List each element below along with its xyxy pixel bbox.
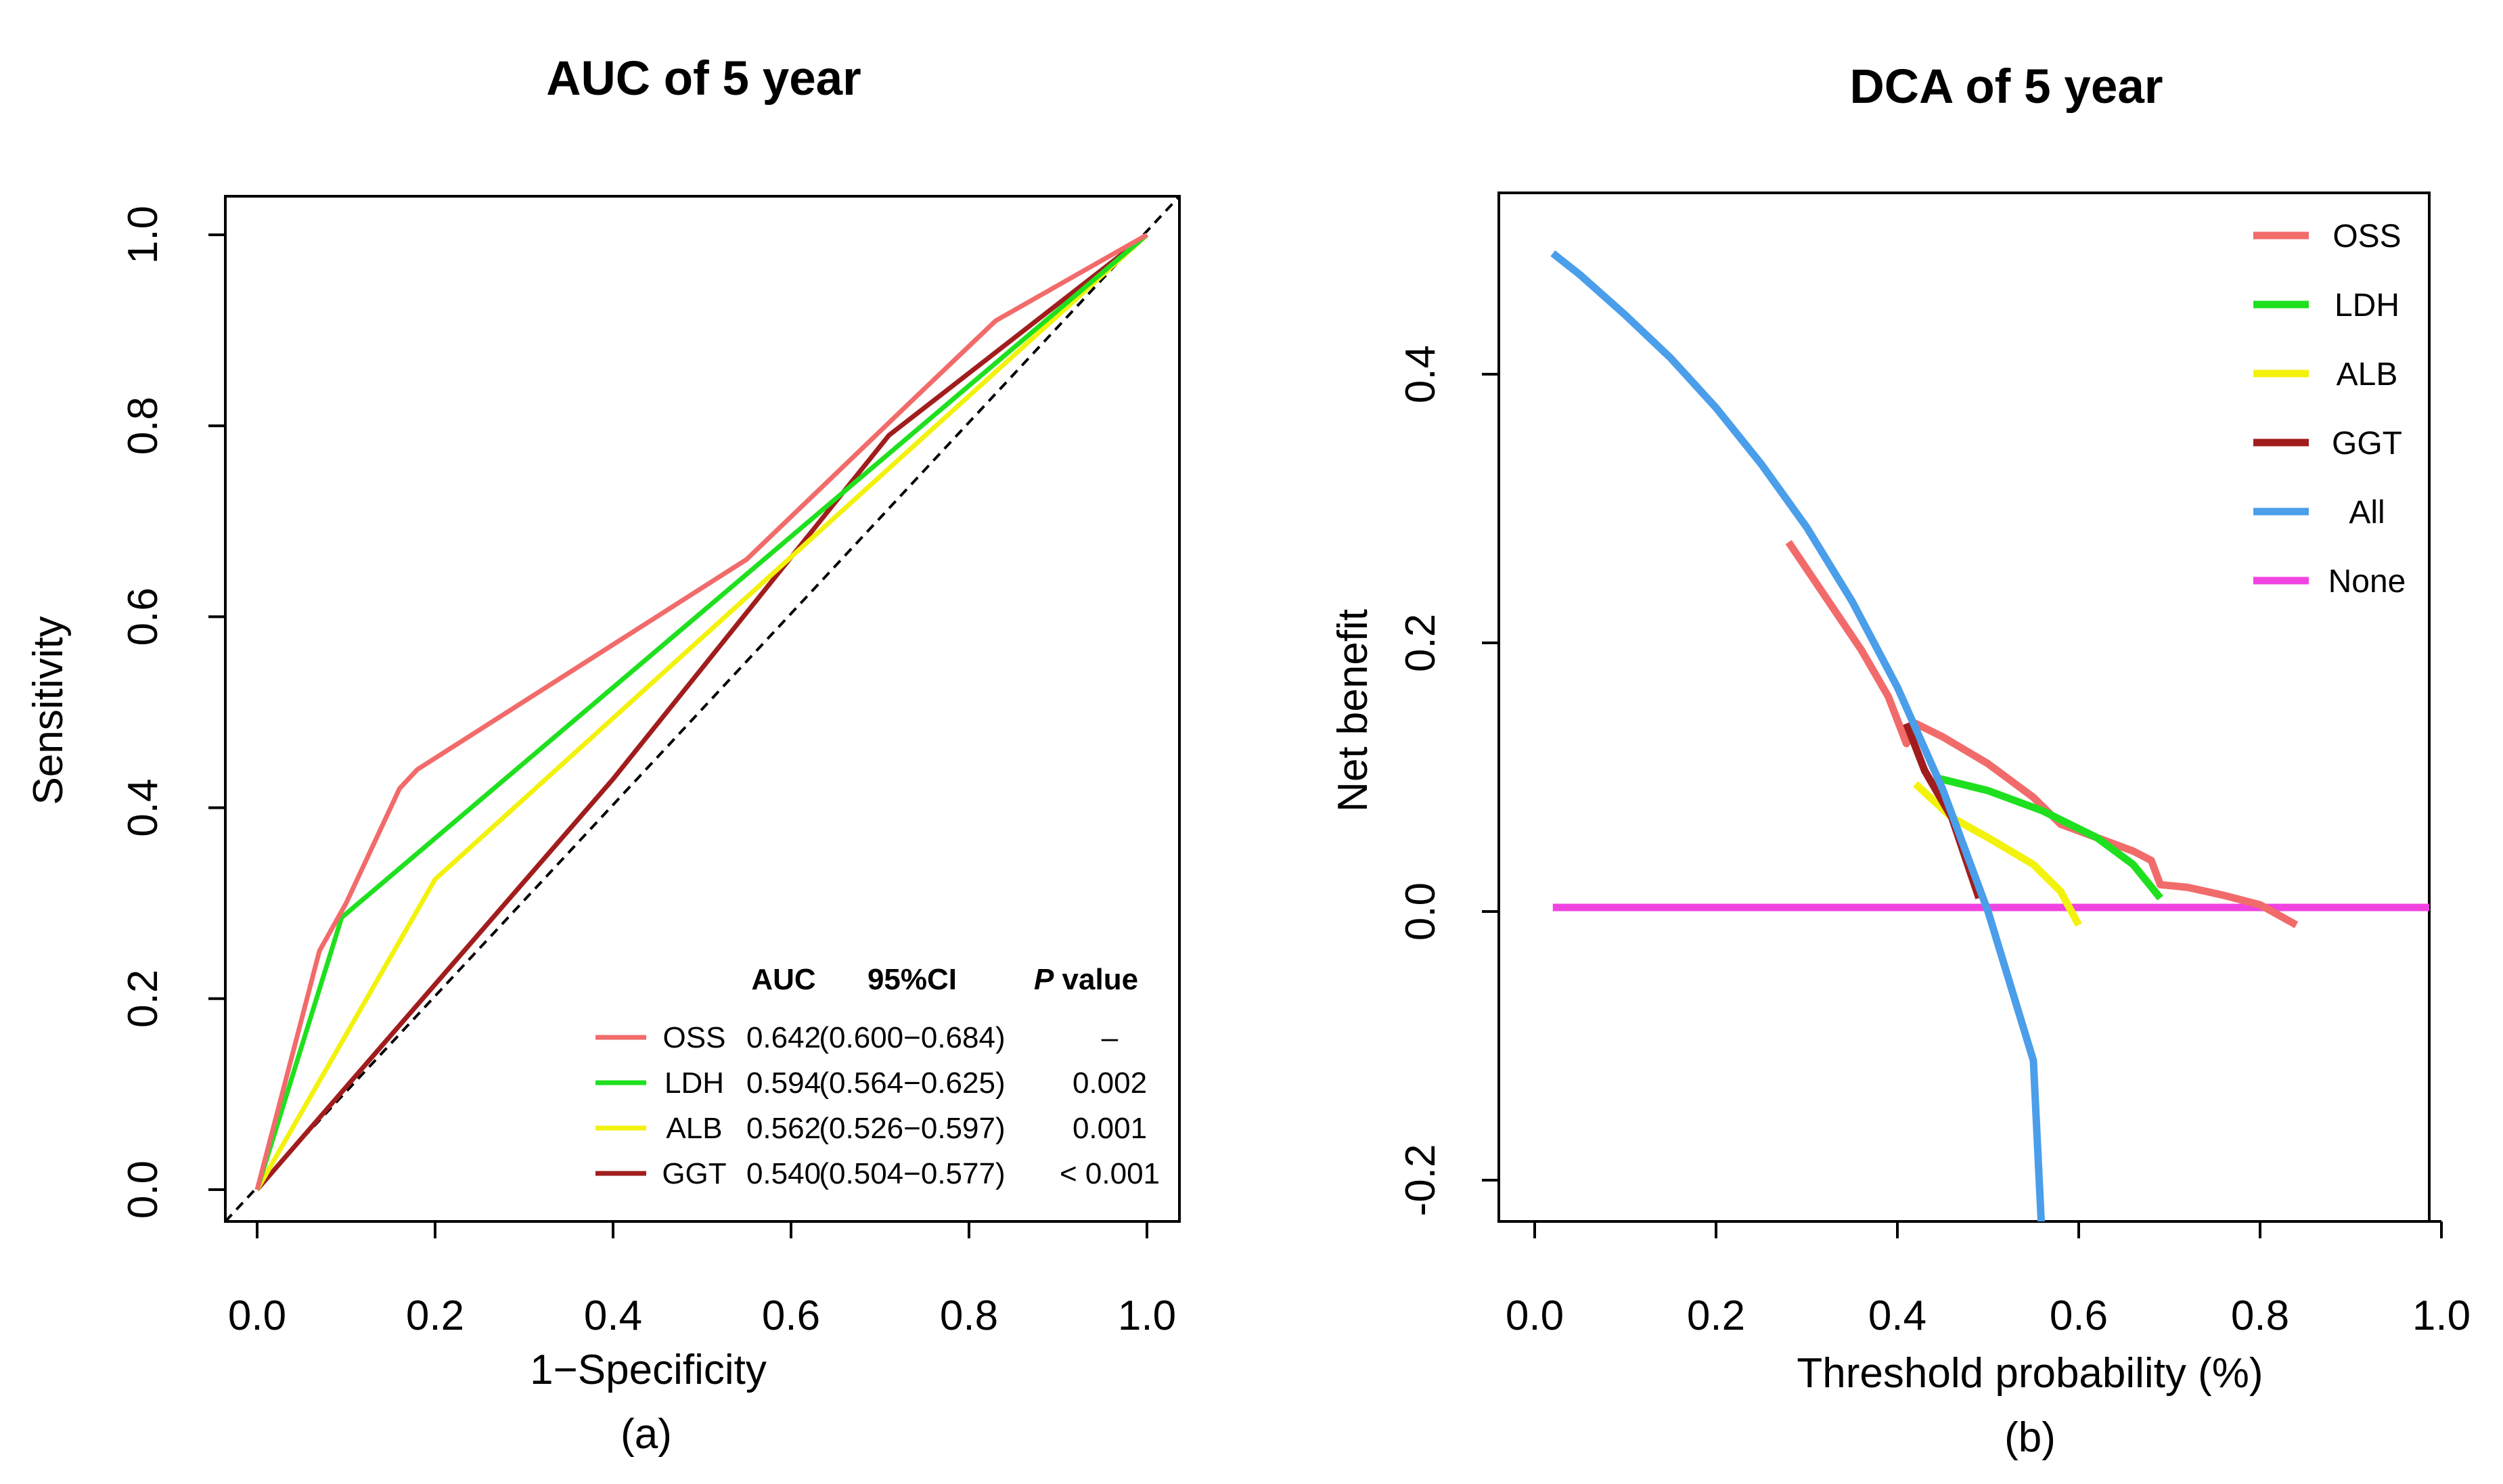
dca-y-axis: -0.2 0.0 0.2 0.4 [1397,345,1500,1217]
dca-x-tick-label: 0.8 [2231,1292,2289,1339]
roc-x-axis: 0.0 0.2 0.4 0.6 0.8 1.0 [228,1220,1176,1339]
roc-caption: (a) [621,1411,672,1458]
roc-line-ggt [255,233,1149,1192]
roc-legend-p-oss: – [1102,1021,1119,1054]
dca-caption: (b) [2004,1414,2056,1461]
dca-line-ldh [1933,773,2163,901]
roc-legend-auc-alb: 0.562 [746,1112,821,1145]
roc-line-alb [254,233,1149,1191]
dca-legend-label-ldh: LDH [2335,288,2399,323]
roc-y-tick-label: 0.6 [120,587,166,646]
roc-series-group [254,232,1149,1192]
roc-y-tick-label: 0.8 [120,397,166,455]
dca-axes: 0.0 0.2 0.4 0.6 0.8 1.0 -0.2 0.0 0.2 0.4 [1397,345,2471,1339]
roc-x-tick-label: 0.0 [228,1292,286,1339]
dca-x-tick-label: 0.6 [2050,1292,2108,1339]
roc-legend-ci-oss: (0.600−0.684) [819,1021,1005,1054]
roc-x-tick-label: 1.0 [1118,1292,1176,1339]
roc-legend-name-oss: OSS [663,1021,726,1054]
dca-y-tick-label: 0.4 [1397,345,1444,403]
roc-legend-header-p-rest: value [1054,963,1138,996]
roc-legend-ci-ggt: (0.504−0.577) [819,1157,1005,1190]
roc-x-tick-label: 0.4 [584,1292,642,1339]
roc-y-tick-label: 0.0 [120,1161,166,1219]
dca-legend-label-alb: ALB [2337,357,2398,392]
roc-legend-auc-ggt: 0.540 [746,1157,821,1190]
roc-x-tick-label: 0.2 [406,1292,464,1339]
roc-x-axis-label: 1−Specificity [530,1347,767,1393]
roc-y-axis: 0.0 0.2 0.4 0.6 0.8 1.0 [120,206,227,1219]
roc-legend-ci-alb: (0.526−0.597) [819,1112,1005,1145]
roc-y-tick-label: 0.2 [120,970,166,1028]
dca-plot-frame [1497,192,2431,1223]
roc-y-tick-label: 1.0 [120,206,166,264]
roc-legend-rows: OSS 0.642(0.600−0.684) – LDH 0.594(0.564−0.6… [595,1021,1160,1190]
roc-x-tick-label: 0.6 [762,1292,820,1339]
dca-line-all [1550,250,2046,1221]
roc-y-ticks: 0.0 0.2 0.4 0.6 0.8 1.0 [120,206,225,1219]
roc-legend-auc-ldh: 0.594 [746,1066,821,1100]
roc-line-oss [254,232,1148,1190]
dca-chart-title: DCA of 5 year [1850,60,2163,114]
roc-chart: AUC of 5 year 0.0 0.2 0.4 0.6 0.8 1.0 0.00.20… [25,52,1181,1458]
roc-legend-auc-oss: 0.642 [746,1021,821,1054]
roc-legend-name-alb: ALB [666,1112,722,1145]
dca-legend-label-none: None [2328,564,2406,600]
roc-legend-p-alb: 0.001 [1073,1112,1147,1145]
roc-legend-p-ggt: < 0.001 [1060,1157,1160,1190]
dca-x-tick-label: 0.2 [1687,1292,1745,1339]
dca-x-tick-label: 1.0 [2412,1292,2471,1339]
roc-legend: AUC 95%CI P value OSS 0.642(0.600−0.684) –… [595,963,1160,1190]
roc-legend-name-ggt: GGT [662,1157,726,1190]
dca-legend-label-ggt: GGT [2332,426,2402,462]
roc-legend-p-ldh: 0.002 [1073,1066,1147,1100]
dca-series-group [1550,250,2429,1221]
dca-legend-label-oss: OSS [2332,219,2401,254]
roc-legend-ci-ldh: (0.564−0.625) [819,1066,1005,1100]
dca-y-axis-label: Net benefit [1330,609,1376,812]
roc-legend-header-p: P value [1034,963,1138,996]
roc-y-tick-label: 0.4 [120,778,166,836]
dca-legend: OSS LDH ALB GGT All None [2253,219,2406,600]
roc-legend-header-auc: AUC [751,963,815,996]
roc-legend-header-ci: 95%CI [867,963,957,996]
roc-axes: 0.0 0.2 0.4 0.6 0.8 1.0 0.0 0.2 0.4 0.6 0.8 1.0 [120,206,1176,1339]
dca-x-tick-label: 0.0 [1506,1292,1564,1339]
dca-y-tick-label: 0.0 [1397,882,1444,941]
dca-x-axis-label: Threshold probability (%) [1797,1350,2263,1397]
roc-legend-name-ldh: LDH [664,1066,724,1100]
roc-y-axis-label: Sensitivity [25,616,72,805]
dca-chart: DCA of 5 year 0.0 0.2 0.4 0.6 0.8 1.0 -0.20.0… [1330,60,2471,1461]
roc-legend-header-p-italic: P [1034,963,1054,996]
dca-x-tick-label: 0.4 [1868,1292,1926,1339]
dca-y-ticks: -0.2 0.0 0.2 0.4 [1397,345,1499,1217]
roc-line-ldh [254,233,1149,1191]
roc-reference-diagonal [225,196,1179,1221]
dca-legend-label-all: All [2349,495,2385,531]
dca-x-ticks: 0.0 0.2 0.4 0.6 0.8 1.0 [1506,1221,2471,1339]
roc-x-tick-label: 0.8 [940,1292,998,1339]
roc-chart-title: AUC of 5 year [546,52,861,106]
dca-x-axis: 0.0 0.2 0.4 0.6 0.8 1.0 [1506,1220,2471,1339]
dca-y-tick-label: 0.2 [1397,614,1444,672]
roc-x-ticks: 0.0 0.2 0.4 0.6 0.8 1.0 [228,1221,1176,1339]
dca-line-oss [1785,540,2299,928]
dca-y-tick-label: -0.2 [1397,1144,1444,1217]
